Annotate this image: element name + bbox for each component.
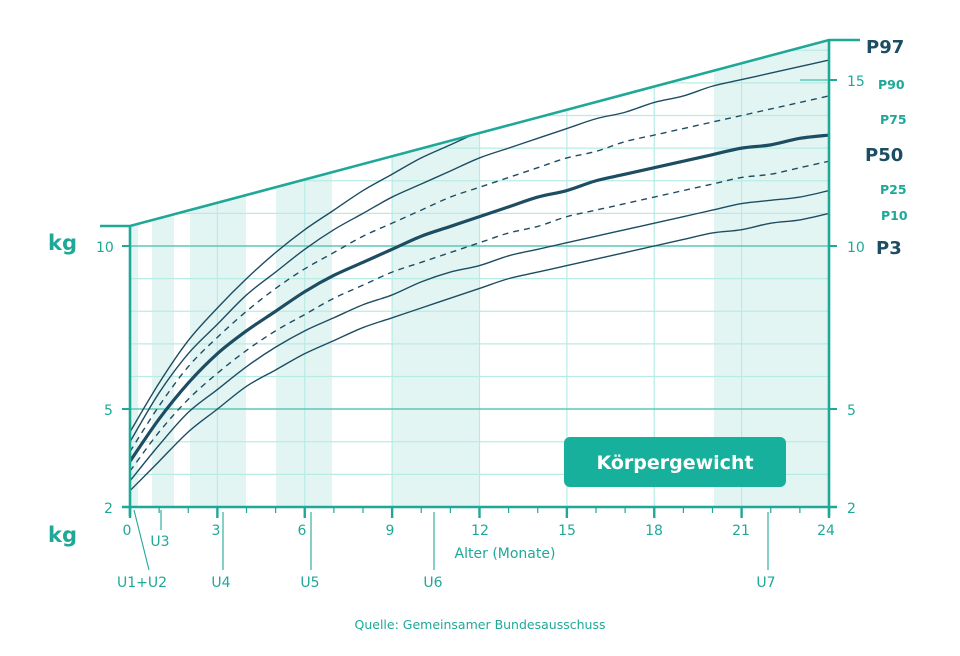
- label-p75: P75: [880, 112, 907, 127]
- x-tick-12: 12: [471, 523, 489, 539]
- y-tick-right-5: 5: [847, 403, 856, 419]
- x-axis-label: Alter (Monate): [455, 546, 556, 562]
- exam-label-u5: U5: [300, 575, 319, 591]
- label-p90: P90: [878, 77, 905, 92]
- x-tick-6: 6: [298, 523, 307, 539]
- y-tick-left-2: 2: [104, 501, 113, 517]
- exam-label-u3: U3: [150, 534, 169, 550]
- y-tick-right-2: 2: [847, 501, 856, 517]
- band-u6: [392, 40, 480, 507]
- y-tick-right-10: 10: [847, 240, 865, 256]
- chart-title-badge: Körpergewicht: [564, 437, 786, 487]
- chart-title: Körpergewicht: [596, 452, 753, 474]
- curve-p10: [130, 189, 829, 482]
- exam-label-u7: U7: [756, 575, 775, 591]
- y-unit-label-top: kg: [48, 231, 77, 255]
- curve-p50: [130, 133, 829, 463]
- pointer-u1u2: [133, 509, 150, 571]
- y-unit-label-bottom: kg: [48, 523, 77, 547]
- exam-label-u4: U4: [211, 575, 230, 591]
- x-tick-labels: 0 3 6 9 12 15 18 21 24: [123, 523, 835, 539]
- exam-label-u1u2: U1+U2: [117, 575, 167, 591]
- exam-pointers: [133, 509, 769, 571]
- label-p50: P50: [865, 145, 903, 166]
- x-tick-9: 9: [386, 523, 395, 539]
- source-note: Quelle: Gemeinsamer Bundesausschuss: [355, 617, 606, 632]
- x-tick-24: 24: [817, 523, 835, 539]
- curve-p25: [130, 160, 829, 472]
- band-u1u2: [130, 40, 138, 507]
- top-boundary: [100, 38, 860, 228]
- x-tick-3: 3: [212, 523, 221, 539]
- x-tick-18: 18: [645, 523, 663, 539]
- band-u7: [714, 40, 829, 507]
- y-tick-left-10: 10: [96, 240, 114, 256]
- x-tick-21: 21: [732, 523, 750, 539]
- label-p97: P97: [866, 37, 904, 58]
- band-u4: [190, 40, 246, 507]
- x-tick-15: 15: [558, 523, 576, 539]
- curve-p3: [130, 212, 829, 492]
- x-tick-0: 0: [123, 523, 132, 539]
- curve-p90: [130, 59, 829, 443]
- band-u5: [276, 40, 332, 507]
- exam-label-u6: U6: [423, 575, 442, 591]
- y-tick-right-15: 15: [847, 74, 865, 90]
- label-p25: P25: [880, 182, 907, 197]
- label-p10: P10: [881, 208, 908, 223]
- x-ticks: [128, 507, 831, 518]
- y-ticks-marks: [122, 79, 837, 410]
- exam-labels: U3 U1+U2 U4 U5 U6 U7: [117, 534, 776, 591]
- y-tick-left-5: 5: [104, 403, 113, 419]
- label-p3: P3: [876, 238, 902, 259]
